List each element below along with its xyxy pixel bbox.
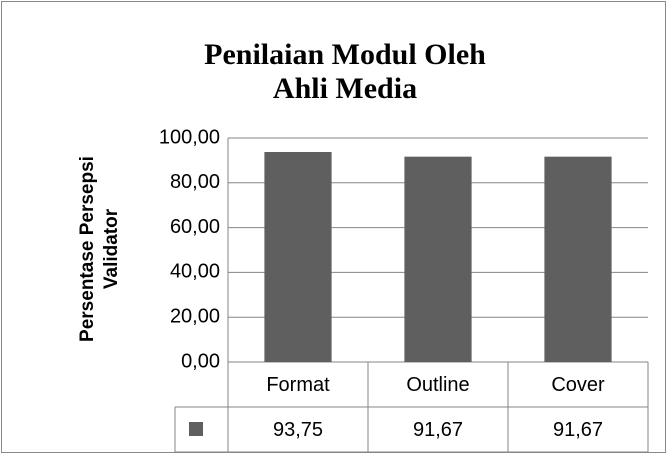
data-table-value: 91,67 xyxy=(413,419,463,441)
legend-key xyxy=(189,422,203,436)
x-tick-label: Format xyxy=(266,374,330,396)
chart-title: Penilaian Modul Oleh Ahli Media xyxy=(204,38,486,105)
y-tick-label: 0,00 xyxy=(181,350,220,372)
y-tick-label: 20,00 xyxy=(170,305,220,327)
y-tick-label: 80,00 xyxy=(170,171,220,193)
y-tick-label: 100,00 xyxy=(159,126,220,148)
x-tick-label: Outline xyxy=(406,374,469,396)
y-tick-label: 60,00 xyxy=(170,216,220,238)
x-tick-label: Cover xyxy=(551,374,605,396)
bar xyxy=(264,152,332,362)
bar xyxy=(404,156,472,362)
data-table-value: 91,67 xyxy=(553,419,603,441)
bar xyxy=(544,156,612,362)
y-tick-label: 40,00 xyxy=(170,261,220,283)
data-table-value: 93,75 xyxy=(273,419,323,441)
y-axis-label: Persentase Persepsi Validator xyxy=(77,156,122,342)
